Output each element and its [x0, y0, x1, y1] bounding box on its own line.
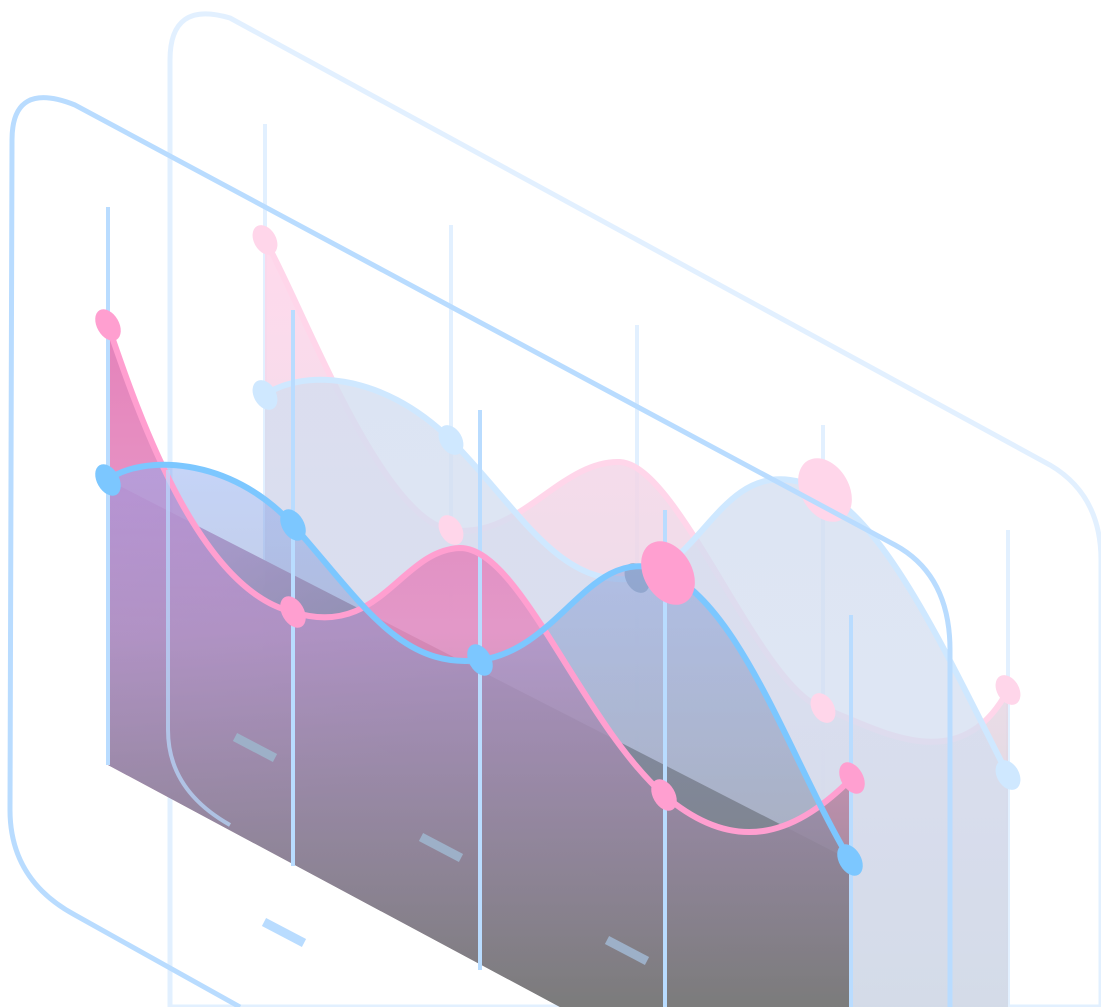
- front-blue-point: [837, 844, 863, 876]
- front-markers: [95, 309, 865, 876]
- front-pink-point-large: [641, 541, 695, 605]
- back-pink-point: [252, 225, 278, 255]
- front-blue-point: [467, 644, 493, 676]
- front-pink-point: [280, 596, 306, 628]
- back-blue-point: [438, 425, 464, 455]
- back-blue-point: [995, 760, 1021, 790]
- back-pink-point: [995, 675, 1021, 705]
- front-frame: [7, 95, 953, 1007]
- front-blue-line: [106, 461, 853, 862]
- back-pink-point: [438, 515, 464, 545]
- front-pink-point: [839, 762, 865, 794]
- front-pink-point: [651, 779, 677, 811]
- front-inner-frame: [166, 470, 231, 827]
- front-frame-left: [7, 139, 242, 1007]
- back-pink-point-large: [798, 458, 852, 522]
- axis-tabs: [232, 733, 650, 965]
- axis-tab: [418, 833, 464, 862]
- front-pink-line: [105, 324, 855, 835]
- axis-tab: [604, 936, 650, 965]
- axis-tab: [232, 733, 278, 762]
- front-blue-point: [280, 509, 306, 541]
- back-blue-point: [252, 380, 278, 410]
- front-pink-point: [95, 309, 121, 341]
- axis-tab: [261, 918, 307, 947]
- back-pink-point: [810, 693, 836, 723]
- front-blue-point: [95, 464, 121, 496]
- front-frame-top: [9, 95, 953, 1007]
